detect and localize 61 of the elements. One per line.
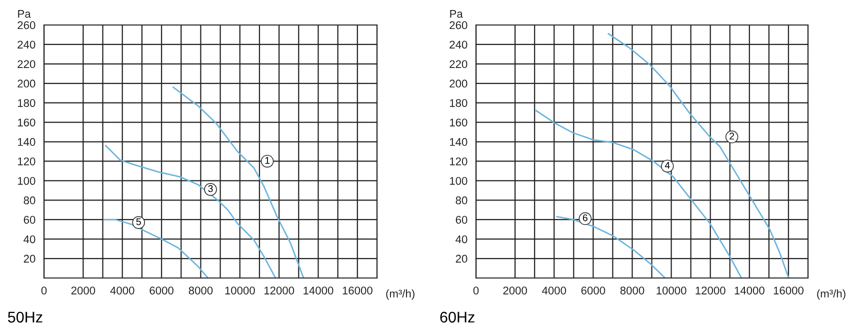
- y-tick-label: 180: [18, 99, 36, 107]
- y-tick-label: 160: [450, 118, 468, 126]
- y-axis-title: Pa: [450, 10, 463, 18]
- x-tick-label: 4000: [110, 286, 134, 294]
- y-tick-label: 120: [450, 158, 468, 166]
- x-tick-label: 14000: [734, 286, 764, 294]
- y-tick-label: 40: [456, 235, 468, 244]
- text: 50Hz: [8, 312, 42, 323]
- x-tick-label: 10000: [656, 286, 686, 294]
- x-tick-label: 8000: [620, 286, 644, 294]
- x-tick-label: 4000: [542, 286, 566, 294]
- y-tick-label: 160: [18, 118, 36, 126]
- annotation: 1: [265, 157, 270, 164]
- line-series: [556, 216, 666, 278]
- x-tick-label: 6000: [150, 286, 174, 294]
- x-axis-title: (m³/h): [817, 289, 846, 300]
- y-tick-label: 140: [450, 138, 468, 146]
- x-tick-label: 0: [41, 286, 47, 294]
- y-axis-title: Pa: [18, 10, 31, 18]
- y-tick-label: 100: [450, 176, 468, 185]
- y-tick-label: 100: [18, 176, 36, 185]
- y-tick-label: 240: [450, 40, 468, 49]
- x-tick-label: 16000: [342, 286, 372, 294]
- x-tick-label: 2000: [71, 286, 96, 294]
- x-tick-label: 6000: [581, 286, 606, 294]
- line-series: [172, 86, 304, 278]
- y-tick-label: 200: [18, 80, 36, 88]
- y-tick-label: 220: [450, 60, 468, 68]
- y-tick-label: 80: [24, 196, 36, 204]
- annotation: 3: [208, 185, 213, 192]
- y-tick-label: 240: [18, 40, 36, 49]
- x-tick-label: 14000: [304, 286, 334, 294]
- annotation: 2: [730, 132, 734, 140]
- line-series: [535, 110, 742, 278]
- x-tick-label: 16000: [774, 286, 804, 294]
- annotation: 4: [664, 162, 670, 169]
- x-axis-title: (m³/h): [386, 289, 414, 300]
- y-tick-label: 260: [450, 21, 468, 30]
- line-series: [105, 144, 276, 278]
- y-tick-label: 20: [24, 254, 36, 263]
- x-tick-label: 0: [473, 286, 479, 294]
- x-tick-label: 2000: [503, 286, 527, 294]
- y-tick-label: 180: [450, 99, 468, 107]
- y-tick-label: 200: [450, 80, 468, 88]
- y-tick-label: 140: [18, 138, 36, 146]
- y-tick-label: 260: [18, 21, 36, 30]
- y-tick-label: 40: [24, 235, 36, 244]
- x-tick-label: 12000: [264, 286, 294, 294]
- text: 60Hz: [440, 312, 474, 323]
- y-tick-label: 20: [456, 254, 468, 263]
- annotation: 6: [582, 214, 588, 222]
- x-tick-label: 10000: [225, 286, 255, 294]
- annotation: 5: [136, 218, 141, 226]
- x-tick-label: 8000: [188, 286, 213, 294]
- x-tick-label: 12000: [696, 286, 726, 294]
- y-tick-label: 60: [456, 216, 468, 224]
- line-series: [608, 33, 790, 278]
- y-tick-label: 120: [18, 158, 36, 166]
- y-tick-label: 60: [24, 216, 36, 224]
- y-tick-label: 80: [456, 196, 468, 204]
- y-tick-label: 220: [18, 60, 36, 68]
